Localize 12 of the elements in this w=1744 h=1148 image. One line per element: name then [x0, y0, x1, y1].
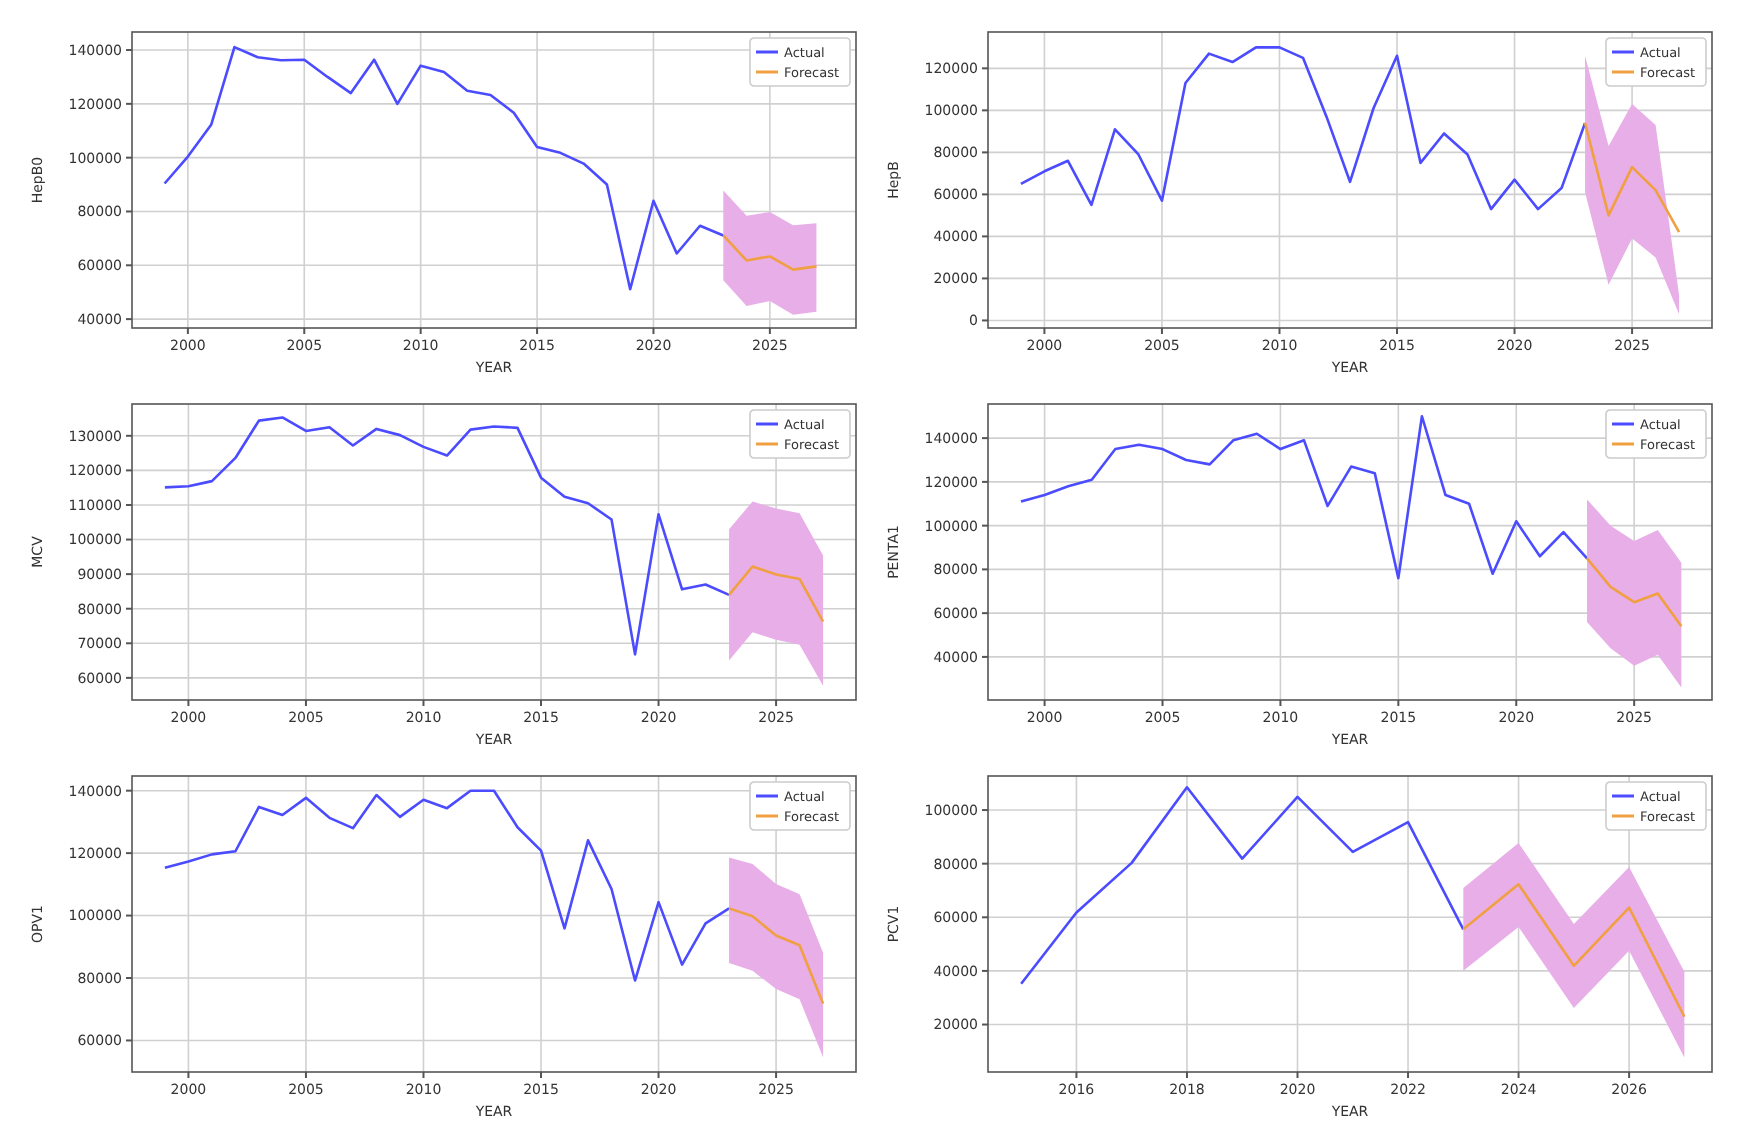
line-series	[1019, 785, 1465, 986]
line-series	[1585, 557, 1683, 628]
line-series	[1462, 883, 1686, 1019]
line-series	[727, 565, 825, 623]
line-series	[727, 907, 825, 1005]
line-series	[722, 234, 818, 271]
line-series	[163, 789, 731, 982]
line-series	[163, 416, 731, 656]
line-series	[1583, 121, 1681, 234]
line-series	[1019, 46, 1587, 211]
line-series	[1019, 414, 1589, 580]
line-series	[163, 45, 725, 291]
